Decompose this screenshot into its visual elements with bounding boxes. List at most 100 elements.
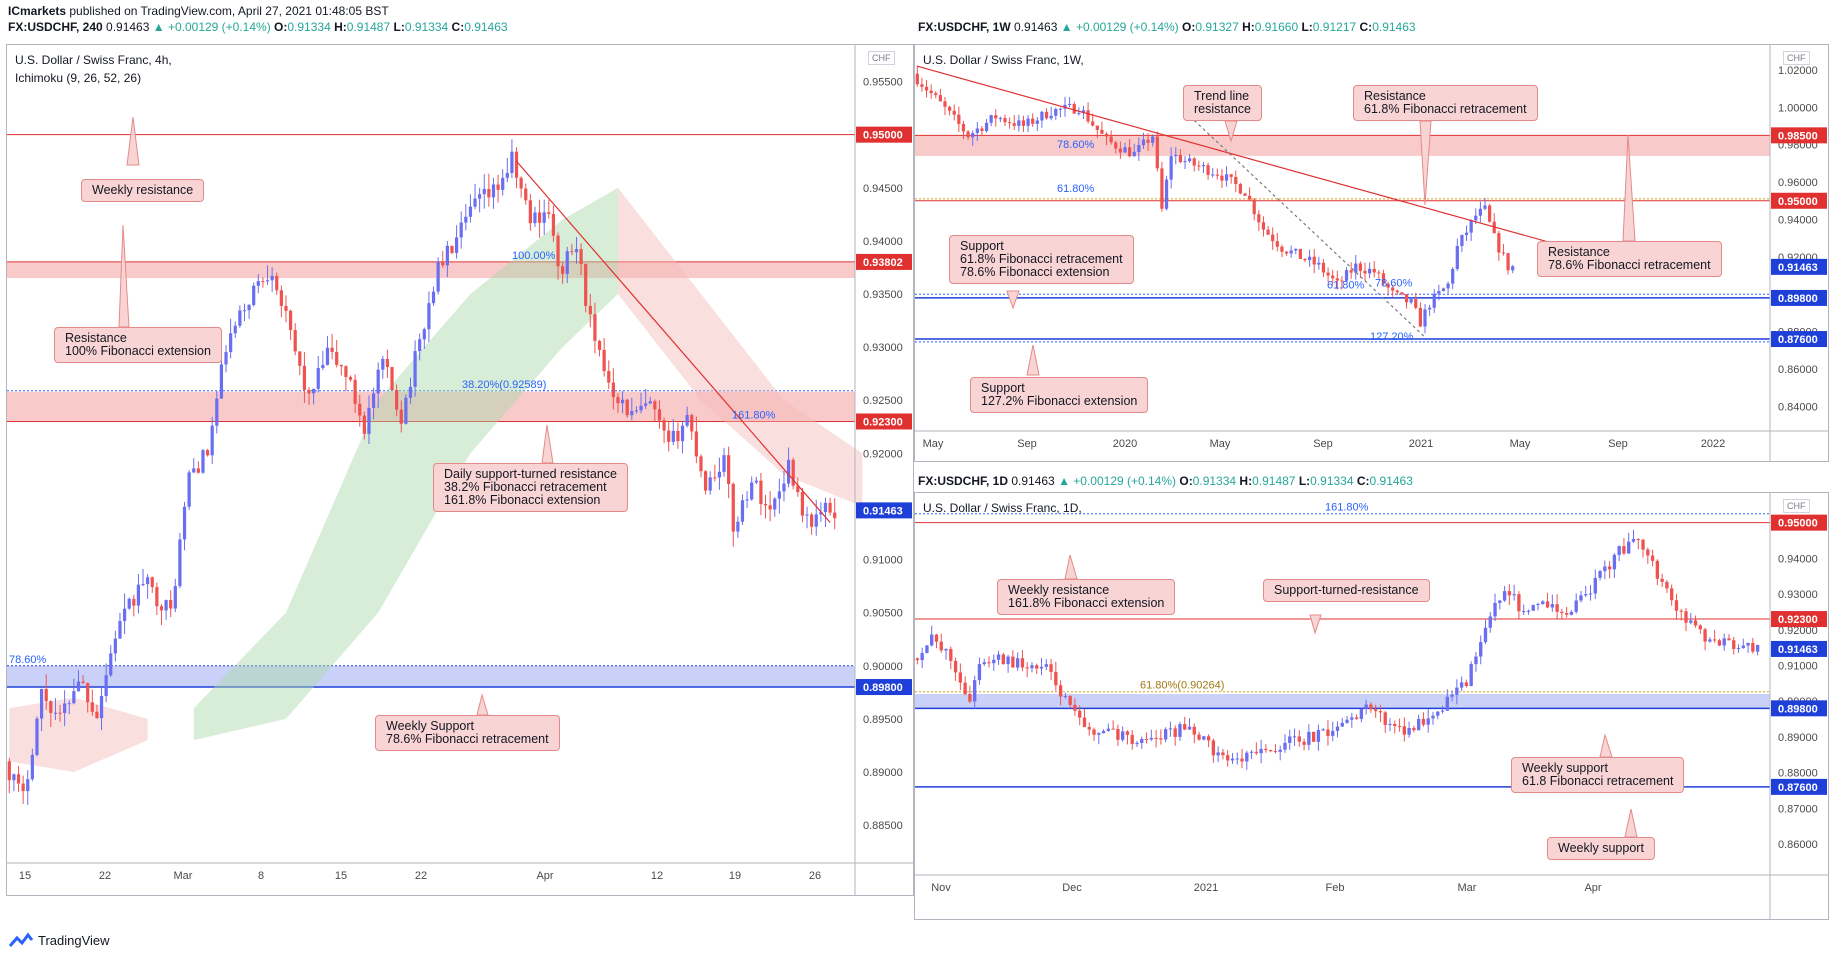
time-tick-label: May <box>923 438 944 450</box>
candle-body <box>196 468 200 473</box>
candle-body <box>519 177 523 189</box>
candle-body <box>81 681 85 684</box>
candle-body <box>381 358 385 370</box>
price-tick-label: 0.86000 <box>1778 364 1818 376</box>
candle-body <box>528 200 532 224</box>
candle-body <box>1436 711 1440 716</box>
candle-body <box>1086 110 1090 122</box>
hdr-h: 0.91487 <box>1252 474 1299 488</box>
chart-panel-4h[interactable]: 100.00% 38.20%(0.92589) 161.80% 78.60% 0.955… <box>6 44 914 896</box>
candle-body <box>966 131 970 138</box>
candle-body <box>1197 734 1201 740</box>
candle-body <box>1321 262 1326 273</box>
time-tick-label: Nov <box>931 882 951 894</box>
price-tick-label: 0.93500 <box>863 289 903 301</box>
candle-body <box>1114 142 1118 149</box>
candle-body <box>1498 600 1502 603</box>
candle-body <box>44 689 48 702</box>
candle-body <box>1512 594 1516 596</box>
candle-body <box>953 660 958 673</box>
candle-body <box>104 675 108 696</box>
candle-body <box>1035 665 1039 669</box>
price-label-bg <box>856 126 912 143</box>
callout-resistance-100-fib: Resistance 100% Fibonacci extension <box>54 327 222 363</box>
candle-body <box>1081 110 1086 113</box>
candle-body <box>1261 222 1266 230</box>
hdr-o-label: O: <box>1179 474 1193 488</box>
candle-body <box>201 450 205 473</box>
candlestick-chart-4h[interactable]: 100.00% 38.20%(0.92589) 161.80% 78.60% 0.955… <box>7 45 913 895</box>
price-label: 0.98500 <box>1778 130 1818 142</box>
chart-title: U.S. Dollar / Swiss Franc, 1D, <box>923 501 1082 515</box>
candle-body <box>1727 638 1731 641</box>
callout-resistance-61-fib: Resistance 61.8% Fibonacci retracement <box>1353 85 1538 121</box>
time-tick-label: 22 <box>99 870 111 882</box>
candle-body <box>1564 613 1569 615</box>
currency-badge[interactable]: CHF <box>1783 499 1810 513</box>
callout-line: 161.8% Fibonacci extension <box>1008 596 1165 610</box>
candle-body <box>948 106 952 111</box>
candle-body <box>823 502 828 513</box>
candle-body <box>1684 611 1688 623</box>
price-label-bg <box>856 502 912 519</box>
chart-panel-1w[interactable]: 78.60% 61.80% 61.80% 78.60% 127.20% 1.02000 1.… <box>914 44 1829 462</box>
callout-line: 78.6% Fibonacci extension <box>960 265 1110 279</box>
candle-body <box>1303 258 1307 261</box>
price-label: 0.93802 <box>863 257 903 269</box>
candle-body <box>1708 639 1712 642</box>
hdr-o: 0.91327 <box>1195 20 1243 34</box>
candle-body <box>1169 156 1173 180</box>
tradingview-cloud-icon <box>8 932 34 947</box>
candle-body <box>949 649 953 661</box>
candle-body <box>963 682 967 694</box>
candle-body <box>1294 248 1298 251</box>
candle-body <box>21 783 25 792</box>
candle-body <box>980 128 984 131</box>
candle-body <box>229 333 233 353</box>
candle-body <box>496 184 500 190</box>
chart-panel-1d[interactable]: 161.80% 61.80%(0.90264) 0.95000 0.94000 0.93… <box>914 492 1829 920</box>
candle-body <box>307 389 311 394</box>
candle-body <box>238 310 242 326</box>
candle-body <box>252 285 256 306</box>
candle-body <box>224 352 228 365</box>
price-tick-label: 1.02000 <box>1778 65 1818 77</box>
currency-badge[interactable]: CHF <box>1783 51 1810 65</box>
candle-body <box>1072 103 1076 114</box>
candle-body <box>1689 620 1693 623</box>
candle-body <box>1192 726 1196 735</box>
candle-body <box>1483 627 1488 643</box>
price-label-bg <box>856 253 912 270</box>
candle-body <box>915 73 919 85</box>
candle-body <box>1593 577 1597 594</box>
candle-body <box>1248 195 1252 200</box>
candle-body <box>537 212 542 223</box>
hdr-l: 0.91334 <box>1310 474 1357 488</box>
candle-body <box>782 483 786 492</box>
candlestick-chart-1d[interactable]: 161.80% 61.80%(0.90264) 0.95000 0.94000 0.93… <box>915 493 1828 919</box>
time-tick-label: May <box>1510 438 1531 450</box>
currency-badge[interactable]: CHF <box>868 51 895 65</box>
candle-body <box>1216 752 1220 756</box>
callout-line: Weekly support <box>1558 841 1644 855</box>
candlestick-chart-1w[interactable]: 78.60% 61.80% 61.80% 78.60% 127.20% 1.02000 1.… <box>915 45 1828 461</box>
candle-body <box>362 415 366 434</box>
price-tick-label: 0.91000 <box>863 555 903 567</box>
candle-body <box>1215 174 1219 176</box>
hdr-symbol: FX:USDCHF, 1W <box>918 20 1011 34</box>
candle-body <box>1607 566 1612 570</box>
candle-body <box>53 712 58 714</box>
candle-body <box>1698 625 1702 630</box>
candle-body <box>344 366 348 378</box>
time-tick-label: Apr <box>1584 882 1601 894</box>
candle-body <box>768 505 772 510</box>
candle-body <box>667 430 671 442</box>
tradingview-logo[interactable]: TradingView <box>8 932 110 948</box>
candle-body <box>671 430 675 442</box>
candle-body <box>1416 718 1421 731</box>
candle-body <box>1569 611 1574 615</box>
publish-info: ICmarkets published on TradingView.com, … <box>8 4 389 18</box>
callout-weekly-support: Weekly Support 78.6% Fibonacci retracemen… <box>375 715 560 751</box>
fib-label: 161.80% <box>1325 502 1369 514</box>
candle-body <box>99 695 104 719</box>
